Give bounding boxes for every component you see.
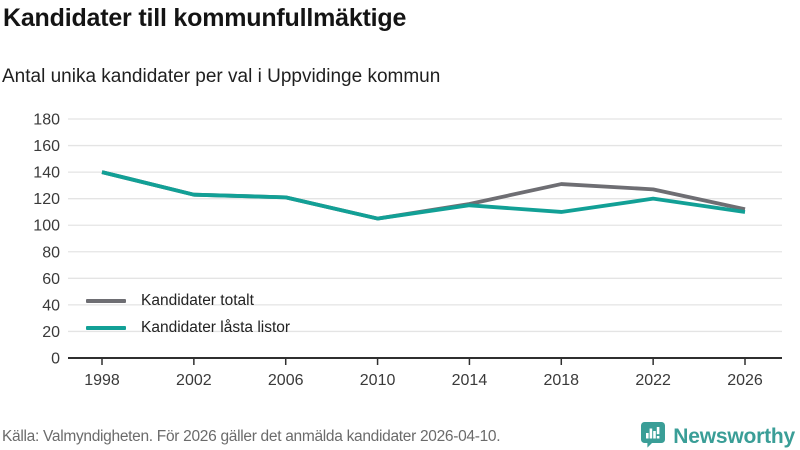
- legend-label-totalt: Kandidater totalt: [141, 291, 254, 309]
- y-axis-tick-label: 160: [33, 138, 60, 155]
- newsworthy-brand: Newsworthy: [640, 421, 795, 450]
- legend-swatch-totalt: [86, 298, 126, 303]
- x-axis-tick-label: 2026: [727, 372, 763, 389]
- y-axis-tick-label: 140: [33, 165, 60, 182]
- y-axis-tick-label: 80: [42, 244, 60, 261]
- y-axis-tick-label: 0: [51, 351, 60, 368]
- y-axis-tick-label: 60: [42, 271, 60, 288]
- y-axis-tick-label: 20: [42, 324, 60, 341]
- x-axis-tick-label: 2022: [635, 372, 671, 389]
- x-axis-tick-label: 2002: [176, 372, 212, 389]
- x-axis-tick-label: 2014: [452, 372, 488, 389]
- x-axis-tick-label: 1998: [84, 372, 120, 389]
- legend: Kandidater totalt Kandidater låsta listo…: [86, 291, 290, 337]
- x-axis-tick-label: 2010: [360, 372, 396, 389]
- x-axis-tick-label: 2006: [268, 372, 304, 389]
- chart-area: 0 20 40 60 80 100 120 140 160 180 1998 2002 2006 2010…: [2, 4, 782, 389]
- x-axis-tick-label: 2018: [543, 372, 579, 389]
- y-axis-tick-label: 100: [33, 218, 60, 235]
- footer: Källa: Valmyndigheten. För 2026 gäller d…: [0, 421, 800, 450]
- series-line-1: [101, 170, 746, 221]
- legend-item-totalt: Kandidater totalt: [86, 291, 290, 310]
- y-axis-tick-label: 180: [33, 112, 60, 129]
- legend-swatch-lasta-listor: [86, 325, 126, 330]
- page-title: Kandidater till kommunfullmäktige: [3, 4, 407, 32]
- y-axis-tick-label: 40: [42, 297, 60, 314]
- source-text: Källa: Valmyndigheten. För 2026 gäller d…: [2, 428, 501, 445]
- legend-item-lasta-listor: Kandidater låsta listor: [86, 318, 290, 337]
- newsworthy-wordmark: Newsworthy: [673, 425, 795, 448]
- legend-label-lasta-listor: Kandidater låsta listor: [141, 318, 291, 336]
- newsworthy-logo-icon: [640, 421, 666, 450]
- chart-subtitle: Antal unika kandidater per val i Uppvidi…: [2, 66, 441, 87]
- y-axis-tick-label: 120: [33, 191, 60, 208]
- line-chart: 0 20 40 60 80 100 120 140 160 180 1998 2002 2006 2010…: [33, 112, 782, 389]
